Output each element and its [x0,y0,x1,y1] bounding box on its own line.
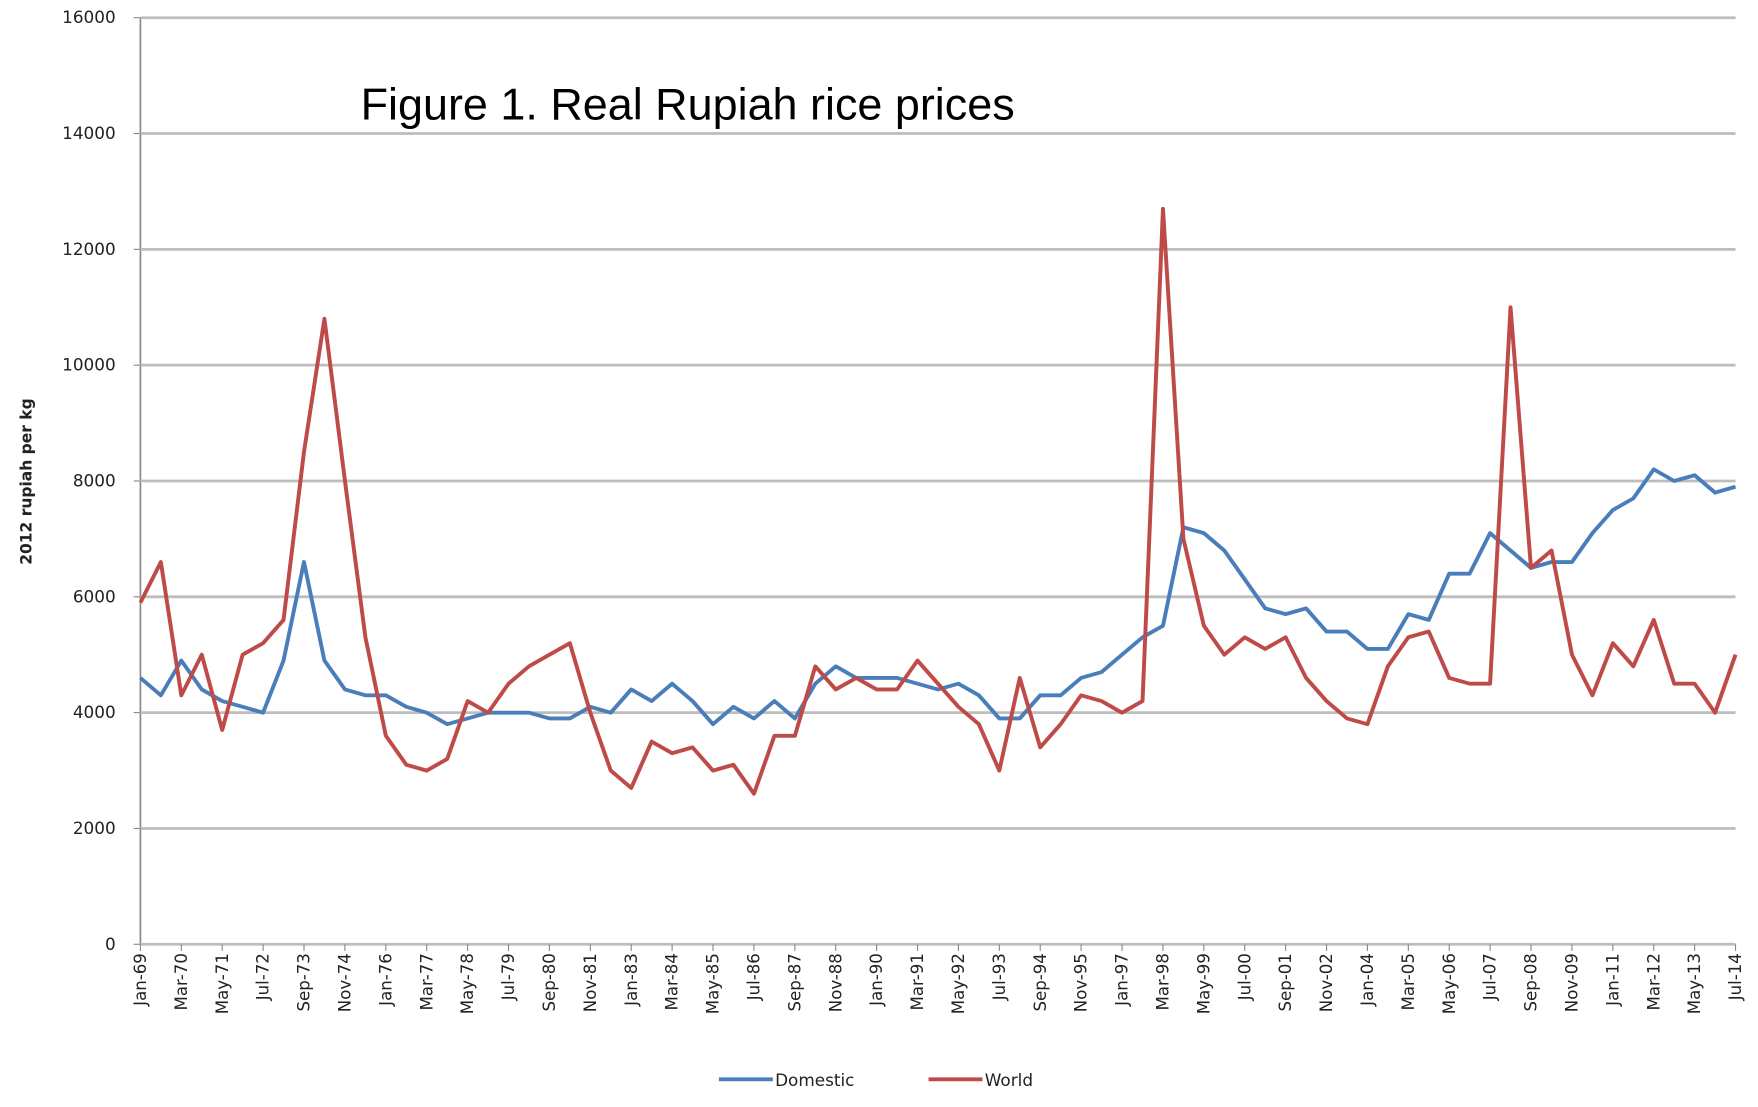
x-tick-label: Nov-09 [1561,953,1581,1012]
x-tick-label: Jul-14 [1725,953,1745,1001]
x-tick-label: Mar-77 [416,953,436,1010]
y-tick-label: 4000 [73,702,116,722]
x-tick-label: Sep-80 [539,953,559,1011]
x-tick-label: Jul-93 [989,953,1009,1001]
y-tick-label: 12000 [62,239,116,259]
x-tick-label: Jan-83 [621,953,641,1007]
legend-label: Domestic [775,1070,854,1090]
y-axis-label: 2012 rupiah per kg [17,398,35,565]
x-tick-label: Jan-69 [130,953,150,1007]
x-tick-label: Jul-07 [1480,953,1500,1001]
y-tick-label: 10000 [62,355,116,375]
x-tick-label: Jan-97 [1112,953,1132,1007]
y-tick-label: 2000 [73,818,116,838]
series-line [139,467,1737,727]
x-tick-label: Sep-01 [1275,953,1295,1011]
x-tick-label: May-78 [457,953,477,1014]
x-tick-label: May-99 [1193,953,1213,1014]
series-line [138,206,1738,796]
x-tick-label: Sep-73 [294,953,314,1011]
y-tick-label: 16000 [62,7,116,27]
x-tick-label: Sep-08 [1521,953,1541,1011]
y-tick-label: 0 [105,934,116,954]
x-tick-label: Jul-72 [253,953,273,1001]
x-tick-label: May-71 [212,953,232,1014]
x-tick-label: Mar-70 [171,953,191,1010]
x-tick-label: Nov-81 [580,953,600,1012]
x-tick-label: May-13 [1684,953,1704,1014]
y-tick-label: 14000 [62,123,116,143]
x-tick-label: Mar-91 [907,953,927,1010]
legend-label: World [985,1070,1033,1090]
x-tick-label: Mar-84 [662,953,682,1010]
chart-title: Figure 1. Real Rupiah rice prices [361,81,1015,130]
x-tick-label: May-85 [703,953,723,1014]
x-tick-label: Jan-76 [375,953,395,1007]
y-tick-label: 6000 [73,586,116,606]
x-tick-label: Nov-74 [334,953,354,1012]
x-tick-label: Mar-12 [1643,953,1663,1010]
x-tick-label: Mar-05 [1398,953,1418,1010]
x-tick-label: Jul-00 [1234,953,1254,1001]
x-tick-label: Sep-87 [784,953,804,1011]
x-tick-label: Jul-79 [498,953,518,1001]
x-tick-label: Jan-11 [1602,953,1622,1007]
x-tick-label: Nov-88 [825,953,845,1012]
x-tick-label: Mar-98 [1152,953,1172,1010]
x-tick-label: Nov-95 [1071,953,1091,1012]
x-tick-label: Sep-94 [1030,953,1050,1011]
x-tick-label: Jan-90 [866,953,886,1007]
x-tick-label: May-92 [948,953,968,1014]
y-tick-label: 8000 [73,471,116,491]
x-tick-label: Jan-04 [1357,953,1377,1007]
x-tick-label: Nov-02 [1316,953,1336,1012]
x-tick-label: May-06 [1439,953,1459,1014]
x-tick-label: Jul-86 [743,953,763,1001]
